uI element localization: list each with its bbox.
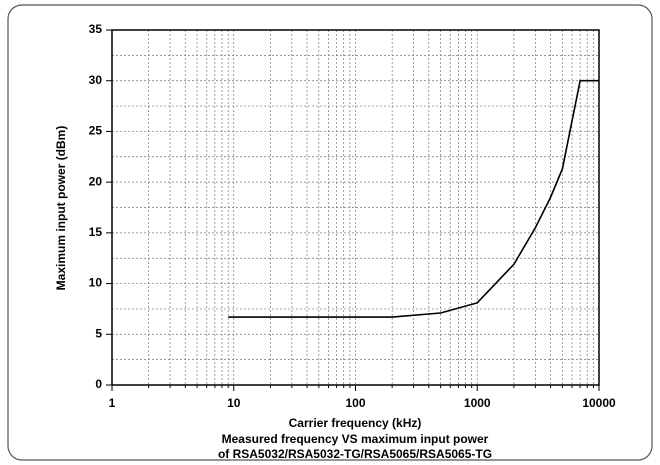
y-axis-label: Maximum input power (dBm)	[54, 126, 68, 291]
y-tick-label: 10	[89, 276, 103, 290]
y-tick-label: 5	[95, 326, 102, 340]
x-tick-label: 1	[109, 396, 116, 410]
x-tick-label: 10	[227, 396, 241, 410]
y-tick-label: 25	[89, 124, 103, 138]
caption: of RSA5032/RSA5032-TG/RSA5065/RSA5065-TG	[218, 447, 492, 461]
x-tick-label: 100	[345, 396, 365, 410]
y-tick-label: 0	[95, 377, 102, 391]
x-tick-label: 10000	[582, 396, 616, 410]
y-tick-label: 20	[89, 174, 103, 188]
y-tick-label: 15	[89, 225, 103, 239]
x-tick-label: 1000	[464, 396, 491, 410]
y-tick-label: 30	[89, 73, 103, 87]
data-line	[228, 79, 599, 318]
caption: Measured frequency VS maximum input powe…	[222, 432, 489, 446]
y-tick-label: 35	[89, 22, 103, 36]
x-axis-label: Carrier frequency (kHz)	[289, 416, 422, 430]
plot-border	[111, 29, 600, 386]
frame	[7, 4, 653, 461]
